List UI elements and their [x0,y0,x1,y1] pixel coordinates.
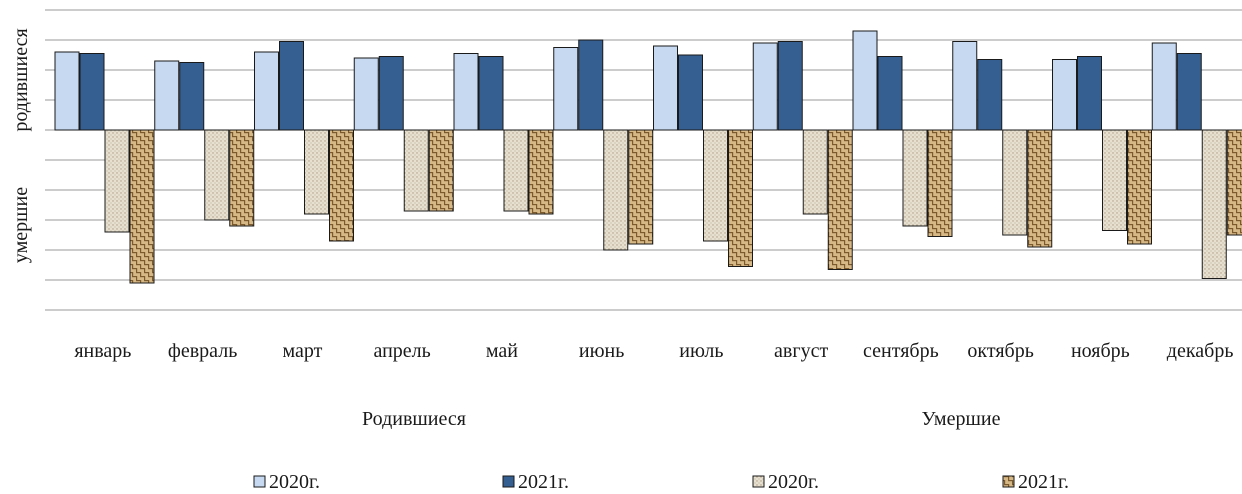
x-tick-label: февраль [168,340,237,362]
legend-swatch [253,475,266,488]
bar-born-2020-7 [752,42,778,131]
bar-died-2020-9 [1002,129,1028,236]
x-tick-label: сентябрь [863,340,939,362]
x-tick-label: октябрь [967,340,1033,362]
legend-label: 2021г. [518,471,569,493]
y-axis-title-top: родившиеся [10,28,32,131]
bar-died-2020-5 [603,129,629,251]
bar-died-2020-1 [204,129,230,221]
x-tick-label: август [774,340,828,362]
bar-born-2020-11 [1151,42,1177,131]
bar-born-2021-8 [877,56,903,131]
x-tick-label: январь [74,340,131,362]
bar-born-2020-8 [852,30,878,131]
bar-died-2020-6 [703,129,728,242]
bar-died-2021-1 [229,129,255,227]
bar-died-2020-4 [503,129,529,212]
legend-swatch [1002,475,1015,488]
bar-born-2021-11 [1176,53,1202,131]
x-tick-label: декабрь [1167,340,1234,362]
legend-swatch [752,475,765,488]
bars [54,30,1242,284]
x-tick-label: апрель [373,340,430,362]
bar-died-2021-2 [329,129,354,242]
group-title-born: Родившиеся [362,408,466,430]
bar-born-2021-7 [777,41,803,131]
bar-born-2021-4 [478,56,504,131]
bar-died-2020-8 [902,129,928,227]
bar-died-2020-11 [1201,129,1227,279]
bar-born-2021-1 [179,62,205,131]
bar-born-2020-3 [353,57,379,131]
bar-born-2020-5 [553,47,579,131]
bar-died-2021-8 [927,129,953,237]
bar-born-2021-0 [79,53,105,131]
group-title-died: Умершие [922,408,1001,430]
bar-born-2021-9 [977,59,1003,131]
legend-label: 2021г. [1018,471,1069,493]
bar-died-2020-7 [802,129,828,215]
x-tick-label: май [486,340,518,362]
bar-born-2020-0 [54,51,80,131]
x-axis-labels: январь февраль март апрель май июнь июль август… [74,340,1233,362]
y-axis-title-bottom: умершие [10,187,32,263]
bar-born-2021-2 [279,41,304,131]
bar-born-2021-6 [678,54,703,131]
bar-born-2020-10 [1052,59,1077,131]
bar-died-2021-0 [129,129,155,284]
bar-died-2021-4 [528,129,554,215]
bar-born-2021-3 [378,56,404,131]
bar-died-2021-11 [1226,129,1242,236]
bar-died-2021-6 [728,129,753,267]
bar-died-2021-9 [1027,129,1053,248]
bar-died-2020-2 [304,129,329,215]
bar-died-2021-7 [827,129,853,270]
x-tick-label: июнь [579,340,624,362]
x-tick-label: март [282,340,322,362]
bar-born-2021-10 [1077,56,1102,131]
legend-swatch [502,475,515,488]
bar-born-2020-6 [653,45,678,131]
legend-label: 2020г. [269,471,320,493]
legend: 2020г. 2021г. 2020г. 2021г. [253,471,1069,493]
x-tick-label: ноябрь [1071,340,1130,362]
bar-born-2020-9 [952,41,978,131]
x-tick-label: июль [679,340,723,362]
bar-died-2020-10 [1102,129,1127,231]
bar-born-2020-1 [154,60,180,131]
bar-died-2021-5 [628,129,654,245]
bar-died-2020-3 [403,129,429,212]
bar-died-2020-0 [104,129,130,233]
bar-born-2020-4 [453,53,479,131]
bar-died-2021-10 [1127,129,1152,245]
bar-born-2020-2 [254,51,279,131]
legend-label: 2020г. [768,471,819,493]
bar-born-2021-5 [578,39,604,131]
bar-died-2021-3 [428,129,454,212]
